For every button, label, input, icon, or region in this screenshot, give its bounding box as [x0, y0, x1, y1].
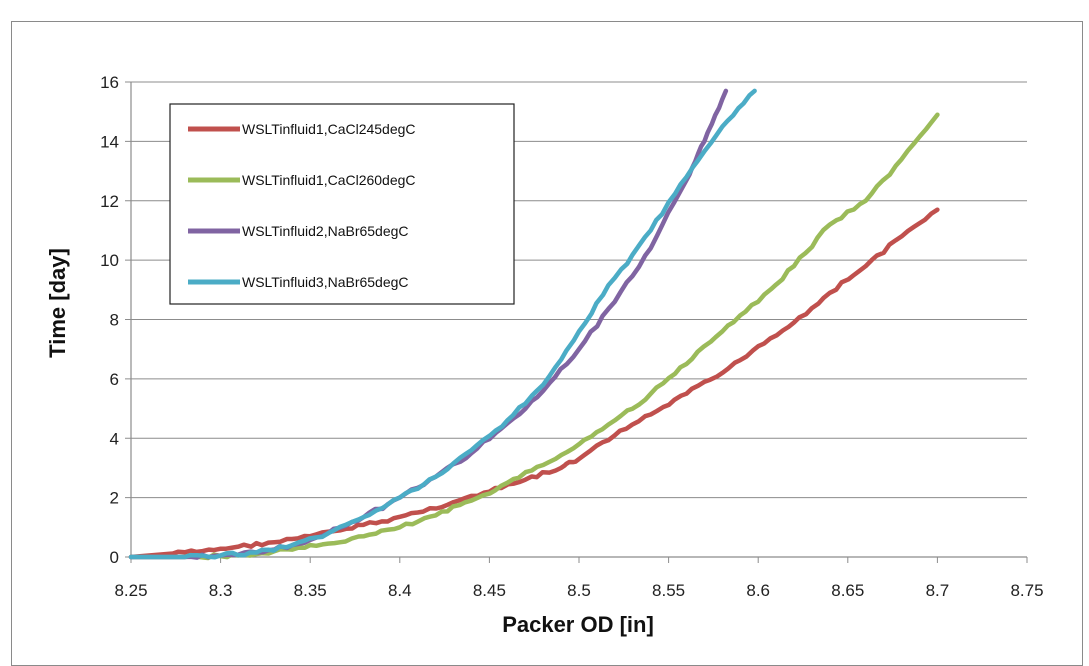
series-line-4	[128, 88, 757, 560]
y-tick-label: 14	[100, 132, 119, 151]
x-tick-label: 8.75	[1010, 581, 1043, 600]
y-tick-labels: 0 2 4 6 8 10 12 14 16	[100, 73, 119, 567]
y-tick-label: 4	[110, 429, 119, 448]
legend-label: WSLTinfluid2,NaBr65degC	[242, 223, 409, 239]
y-tick-label: 8	[110, 311, 119, 330]
legend-label: WSLTinfluid3,NaBr65degC	[242, 274, 409, 290]
x-tick-label: 8.4	[388, 581, 412, 600]
x-tick-label: 8.35	[294, 581, 327, 600]
y-tick-label: 16	[100, 73, 119, 92]
y-tick-label: 6	[110, 370, 119, 389]
y-tick-label: 2	[110, 489, 119, 508]
y-tick-label: 12	[100, 192, 119, 211]
x-tick-label: 8.25	[114, 581, 147, 600]
x-tick-label: 8.45	[473, 581, 506, 600]
x-tick-label: 8.3	[209, 581, 233, 600]
x-tick-labels: 8.25 8.3 8.35 8.4 8.45 8.5 8.55 8.6 8.65 8.7 8.75	[114, 581, 1043, 600]
y-tick-label: 0	[110, 548, 119, 567]
legend-label: WSLTinfluid1,CaCl245degC	[242, 121, 416, 137]
x-tick-label: 8.65	[831, 581, 864, 600]
x-tick-label: 8.55	[652, 581, 685, 600]
x-tick-label: 8.7	[926, 581, 950, 600]
series-line-2	[128, 112, 940, 561]
y-tick-label: 10	[100, 251, 119, 270]
legend-label: WSLTinfluid1,CaCl260degC	[242, 172, 416, 188]
series-lines	[128, 88, 940, 561]
legend: WSLTinfluid1,CaCl245degC WSLTinfluid1,CaC…	[169, 103, 515, 305]
x-tick-label: 8.6	[746, 581, 770, 600]
x-axis-title: Packer OD [in]	[502, 612, 654, 637]
legend-box	[169, 103, 515, 305]
series-line-1	[128, 207, 940, 560]
y-axis-title: Time [day]	[45, 248, 70, 358]
x-tick-label: 8.5	[567, 581, 591, 600]
